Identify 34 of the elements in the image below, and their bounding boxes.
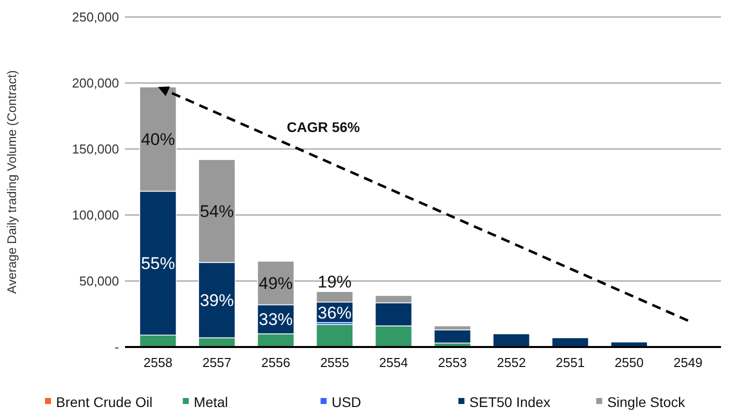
y-tick-label: 250,000: [72, 10, 119, 25]
x-tick-label: 2552: [496, 355, 526, 370]
x-tick-label: 2556: [261, 355, 290, 370]
y-tick-label: -: [114, 340, 119, 355]
legend-label: Metal: [194, 394, 228, 410]
legend-label: Single Stock: [607, 394, 686, 410]
annotation: 40%: [140, 130, 175, 150]
annotation: 49%: [258, 274, 293, 293]
annotation: 33%: [258, 310, 293, 330]
annotation: 39%: [200, 291, 234, 310]
y-tick-label: 50,000: [79, 274, 119, 289]
annotation: 19%: [318, 272, 352, 292]
y-tick-label: 200,000: [72, 76, 119, 91]
legend-label: Brent Crude Oil: [56, 394, 152, 410]
legend-label: SET50 Index: [469, 394, 550, 410]
y-tick-label: 150,000: [72, 142, 119, 157]
bar: [434, 329, 472, 344]
bar: [492, 333, 530, 348]
x-tick-label: 2551: [556, 355, 585, 370]
annotation: 54%: [200, 202, 234, 221]
annotation: CAGR 56%: [286, 119, 360, 135]
y-tick-label: 100,000: [72, 208, 119, 223]
x-tick-label: 2553: [438, 355, 467, 370]
x-tick-label: 2557: [202, 355, 232, 370]
x-tick-label: 2549: [674, 355, 702, 370]
bar: [316, 324, 354, 348]
y-axis-title: Average Daily trading Volume (Contract): [5, 70, 19, 294]
x-tick-label: 2554: [379, 355, 408, 370]
x-tick-label: 2558: [144, 355, 172, 370]
x-tick-label: 2550: [614, 355, 644, 370]
annotation: 36%: [318, 303, 352, 322]
x-tick-label: 2555: [320, 355, 350, 370]
legend-label: USD: [332, 394, 362, 410]
annotation: 55%: [140, 254, 175, 274]
